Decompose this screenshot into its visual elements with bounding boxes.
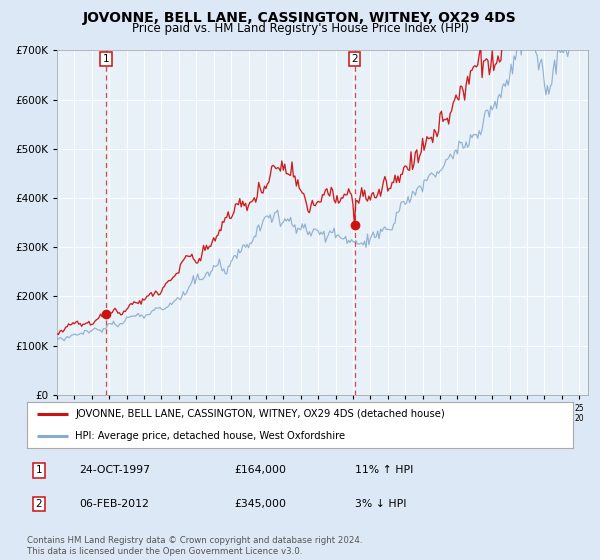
Text: JOVONNE, BELL LANE, CASSINGTON, WITNEY, OX29 4DS: JOVONNE, BELL LANE, CASSINGTON, WITNEY, … [83,11,517,25]
Text: £164,000: £164,000 [235,465,286,475]
Text: £345,000: £345,000 [235,499,286,509]
Text: 2: 2 [35,499,43,509]
Text: Contains HM Land Registry data © Crown copyright and database right 2024.
This d: Contains HM Land Registry data © Crown c… [27,536,362,556]
Text: 2: 2 [351,54,358,64]
Text: 06-FEB-2012: 06-FEB-2012 [79,499,149,509]
Text: 24-OCT-1997: 24-OCT-1997 [79,465,150,475]
Text: HPI: Average price, detached house, West Oxfordshire: HPI: Average price, detached house, West… [75,431,345,441]
Text: Price paid vs. HM Land Registry's House Price Index (HPI): Price paid vs. HM Land Registry's House … [131,22,469,35]
Text: 1: 1 [103,54,109,64]
Text: 11% ↑ HPI: 11% ↑ HPI [355,465,413,475]
Text: JOVONNE, BELL LANE, CASSINGTON, WITNEY, OX29 4DS (detached house): JOVONNE, BELL LANE, CASSINGTON, WITNEY, … [75,409,445,419]
Text: 3% ↓ HPI: 3% ↓ HPI [355,499,406,509]
Text: 1: 1 [35,465,43,475]
